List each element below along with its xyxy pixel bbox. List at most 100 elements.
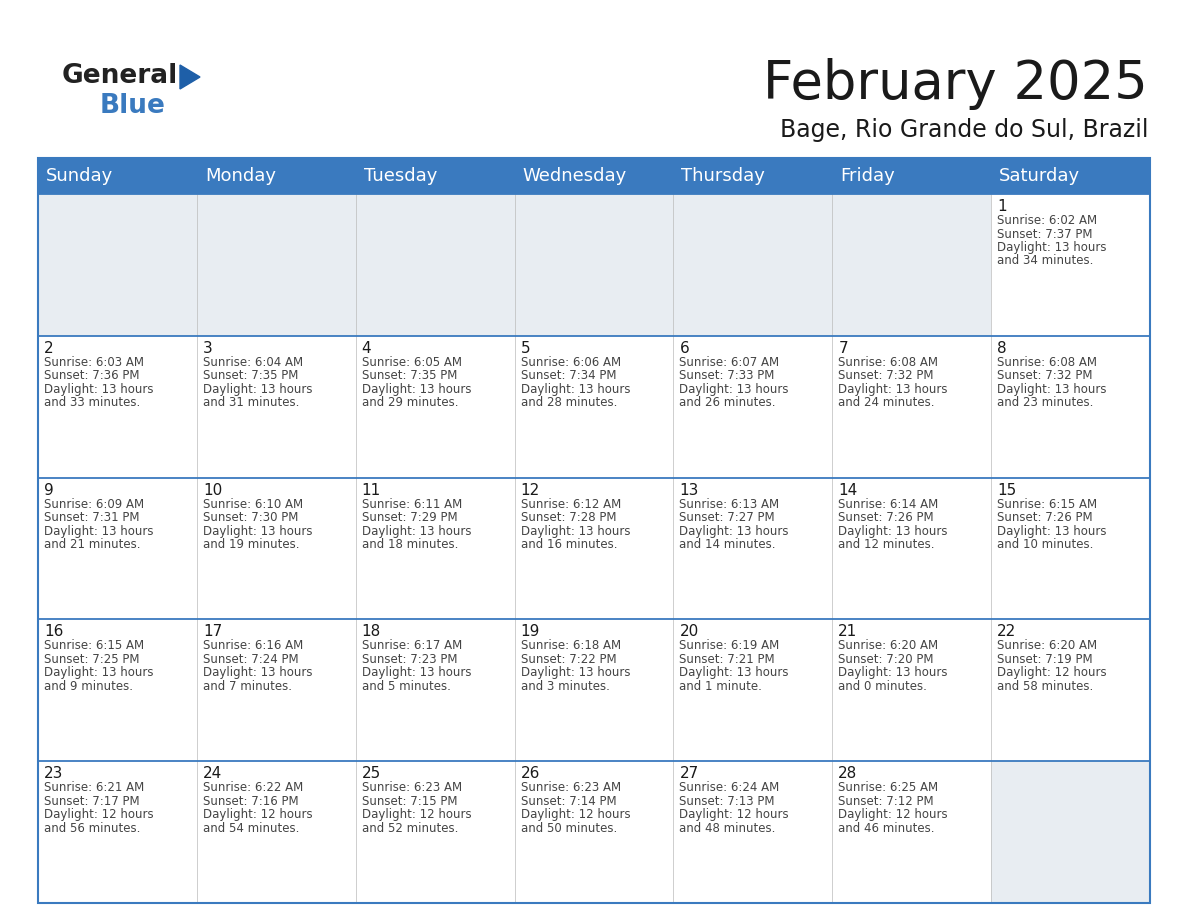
Text: Daylight: 13 hours: Daylight: 13 hours bbox=[361, 666, 472, 679]
Text: Sunrise: 6:15 AM: Sunrise: 6:15 AM bbox=[44, 640, 144, 653]
Bar bbox=[38, 158, 1150, 903]
Text: Sunrise: 6:08 AM: Sunrise: 6:08 AM bbox=[839, 356, 939, 369]
Text: and 3 minutes.: and 3 minutes. bbox=[520, 680, 609, 693]
Bar bbox=[197, 761, 355, 903]
Text: Sunset: 7:33 PM: Sunset: 7:33 PM bbox=[680, 369, 775, 382]
Text: Sunrise: 6:20 AM: Sunrise: 6:20 AM bbox=[839, 640, 939, 653]
Text: Monday: Monday bbox=[204, 167, 276, 185]
Text: 5: 5 bbox=[520, 341, 530, 356]
Text: Sunrise: 6:22 AM: Sunrise: 6:22 AM bbox=[203, 781, 303, 794]
Text: and 14 minutes.: and 14 minutes. bbox=[680, 538, 776, 551]
Text: Sunrise: 6:23 AM: Sunrise: 6:23 AM bbox=[361, 781, 462, 794]
Text: Sunset: 7:36 PM: Sunset: 7:36 PM bbox=[44, 369, 139, 382]
Text: and 23 minutes.: and 23 minutes. bbox=[997, 397, 1093, 409]
Bar bbox=[674, 477, 833, 620]
Text: Daylight: 12 hours: Daylight: 12 hours bbox=[839, 808, 948, 822]
Bar bbox=[38, 477, 197, 620]
Text: Daylight: 12 hours: Daylight: 12 hours bbox=[520, 808, 630, 822]
Bar bbox=[197, 336, 355, 477]
Text: and 19 minutes.: and 19 minutes. bbox=[203, 538, 299, 551]
Text: and 50 minutes.: and 50 minutes. bbox=[520, 822, 617, 834]
Text: and 56 minutes.: and 56 minutes. bbox=[44, 822, 140, 834]
Text: Daylight: 12 hours: Daylight: 12 hours bbox=[680, 808, 789, 822]
Text: 3: 3 bbox=[203, 341, 213, 356]
Text: Sunrise: 6:09 AM: Sunrise: 6:09 AM bbox=[44, 498, 144, 510]
Bar bbox=[355, 620, 514, 761]
Bar bbox=[833, 620, 991, 761]
Text: Daylight: 13 hours: Daylight: 13 hours bbox=[839, 383, 948, 396]
Text: Daylight: 12 hours: Daylight: 12 hours bbox=[361, 808, 472, 822]
Text: Friday: Friday bbox=[840, 167, 895, 185]
Text: and 34 minutes.: and 34 minutes. bbox=[997, 254, 1093, 267]
Text: Blue: Blue bbox=[100, 93, 166, 119]
Text: and 10 minutes.: and 10 minutes. bbox=[997, 538, 1093, 551]
Text: Saturday: Saturday bbox=[999, 167, 1080, 185]
Text: Sunset: 7:32 PM: Sunset: 7:32 PM bbox=[839, 369, 934, 382]
Text: Sunset: 7:27 PM: Sunset: 7:27 PM bbox=[680, 511, 775, 524]
Bar bbox=[991, 620, 1150, 761]
Text: Thursday: Thursday bbox=[682, 167, 765, 185]
Text: Daylight: 13 hours: Daylight: 13 hours bbox=[997, 241, 1107, 254]
Text: and 21 minutes.: and 21 minutes. bbox=[44, 538, 140, 551]
Text: Sunrise: 6:11 AM: Sunrise: 6:11 AM bbox=[361, 498, 462, 510]
Text: Sunrise: 6:17 AM: Sunrise: 6:17 AM bbox=[361, 640, 462, 653]
Text: and 26 minutes.: and 26 minutes. bbox=[680, 397, 776, 409]
Text: Sunrise: 6:05 AM: Sunrise: 6:05 AM bbox=[361, 356, 462, 369]
Text: Sunset: 7:20 PM: Sunset: 7:20 PM bbox=[839, 653, 934, 666]
Text: Daylight: 12 hours: Daylight: 12 hours bbox=[44, 808, 153, 822]
Text: Sunrise: 6:06 AM: Sunrise: 6:06 AM bbox=[520, 356, 620, 369]
Bar bbox=[674, 336, 833, 477]
Text: Sunset: 7:37 PM: Sunset: 7:37 PM bbox=[997, 228, 1093, 241]
Text: 16: 16 bbox=[44, 624, 63, 640]
Text: Sunset: 7:25 PM: Sunset: 7:25 PM bbox=[44, 653, 139, 666]
Text: Daylight: 13 hours: Daylight: 13 hours bbox=[520, 524, 630, 538]
Text: Sunrise: 6:04 AM: Sunrise: 6:04 AM bbox=[203, 356, 303, 369]
Text: and 12 minutes.: and 12 minutes. bbox=[839, 538, 935, 551]
Text: Bage, Rio Grande do Sul, Brazil: Bage, Rio Grande do Sul, Brazil bbox=[779, 118, 1148, 142]
Text: Sunset: 7:31 PM: Sunset: 7:31 PM bbox=[44, 511, 139, 524]
Text: Sunrise: 6:16 AM: Sunrise: 6:16 AM bbox=[203, 640, 303, 653]
Text: Sunrise: 6:21 AM: Sunrise: 6:21 AM bbox=[44, 781, 144, 794]
Text: and 9 minutes.: and 9 minutes. bbox=[44, 680, 133, 693]
Text: and 18 minutes.: and 18 minutes. bbox=[361, 538, 459, 551]
Text: Sunset: 7:24 PM: Sunset: 7:24 PM bbox=[203, 653, 298, 666]
Text: Sunset: 7:26 PM: Sunset: 7:26 PM bbox=[997, 511, 1093, 524]
Text: Sunrise: 6:15 AM: Sunrise: 6:15 AM bbox=[997, 498, 1098, 510]
Text: 12: 12 bbox=[520, 483, 539, 498]
Text: 14: 14 bbox=[839, 483, 858, 498]
Bar bbox=[197, 477, 355, 620]
Bar bbox=[674, 620, 833, 761]
Bar bbox=[197, 620, 355, 761]
Text: 17: 17 bbox=[203, 624, 222, 640]
Text: Daylight: 13 hours: Daylight: 13 hours bbox=[520, 383, 630, 396]
Text: Sunset: 7:21 PM: Sunset: 7:21 PM bbox=[680, 653, 775, 666]
Bar bbox=[833, 336, 991, 477]
Text: Sunset: 7:35 PM: Sunset: 7:35 PM bbox=[361, 369, 457, 382]
Text: Sunset: 7:30 PM: Sunset: 7:30 PM bbox=[203, 511, 298, 524]
Text: and 33 minutes.: and 33 minutes. bbox=[44, 397, 140, 409]
Text: Sunrise: 6:24 AM: Sunrise: 6:24 AM bbox=[680, 781, 779, 794]
Text: Sunrise: 6:19 AM: Sunrise: 6:19 AM bbox=[680, 640, 779, 653]
Text: Daylight: 13 hours: Daylight: 13 hours bbox=[361, 383, 472, 396]
Text: 6: 6 bbox=[680, 341, 689, 356]
Text: Sunset: 7:26 PM: Sunset: 7:26 PM bbox=[839, 511, 934, 524]
Text: and 16 minutes.: and 16 minutes. bbox=[520, 538, 617, 551]
Text: Sunset: 7:35 PM: Sunset: 7:35 PM bbox=[203, 369, 298, 382]
Text: Sunset: 7:28 PM: Sunset: 7:28 PM bbox=[520, 511, 617, 524]
Text: Daylight: 12 hours: Daylight: 12 hours bbox=[203, 808, 312, 822]
Bar bbox=[991, 761, 1150, 903]
Text: 2: 2 bbox=[44, 341, 53, 356]
Text: and 28 minutes.: and 28 minutes. bbox=[520, 397, 617, 409]
Text: Sunset: 7:16 PM: Sunset: 7:16 PM bbox=[203, 795, 298, 808]
Text: 22: 22 bbox=[997, 624, 1017, 640]
Bar bbox=[514, 336, 674, 477]
Text: 4: 4 bbox=[361, 341, 372, 356]
Text: Daylight: 13 hours: Daylight: 13 hours bbox=[44, 666, 153, 679]
Bar bbox=[355, 477, 514, 620]
Text: Sunrise: 6:07 AM: Sunrise: 6:07 AM bbox=[680, 356, 779, 369]
Text: Sunset: 7:13 PM: Sunset: 7:13 PM bbox=[680, 795, 775, 808]
Text: Daylight: 13 hours: Daylight: 13 hours bbox=[839, 524, 948, 538]
Text: and 1 minute.: and 1 minute. bbox=[680, 680, 763, 693]
Text: Sunset: 7:29 PM: Sunset: 7:29 PM bbox=[361, 511, 457, 524]
Text: Sunset: 7:12 PM: Sunset: 7:12 PM bbox=[839, 795, 934, 808]
